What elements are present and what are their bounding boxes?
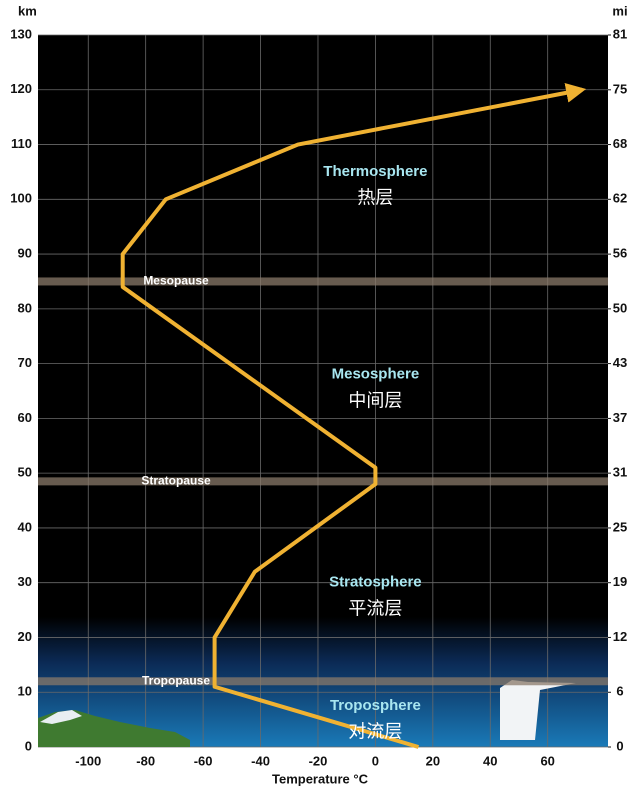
y-tick-label: 110 (11, 136, 32, 151)
y-tick-label: 130 (10, 26, 32, 41)
x-tick-label: 60 (540, 753, 554, 768)
grid (38, 34, 608, 748)
y2-tick-label: 31 (613, 465, 627, 480)
pause-label: Mesopause (143, 274, 209, 288)
x-tick-label: -40 (251, 753, 270, 768)
x-tick-label: -80 (136, 753, 155, 768)
y-tick-label: 20 (18, 629, 32, 644)
y-tick-label: 70 (18, 355, 32, 370)
y-tick-label: 0 (25, 738, 32, 753)
y-tick-label: 100 (10, 191, 32, 206)
data-layer: Tropopause Stratopause Mesopause Tropospher… (38, 82, 608, 749)
y-axis-title: km (18, 3, 37, 18)
pause-band (38, 477, 608, 486)
hills (38, 710, 190, 747)
y-tick-label: 30 (18, 574, 32, 589)
y2-tick-label: 12 (613, 629, 627, 644)
y2-tick-label: 62 (613, 191, 627, 206)
y2-tick-label: 0 (616, 738, 623, 753)
region-label-zh: 对流层 (348, 722, 402, 742)
pause-band (38, 677, 608, 686)
x-tick-label: 20 (426, 753, 440, 768)
y2-tick-label: 43 (613, 355, 627, 370)
y2-tick-label: 37 (613, 410, 627, 425)
y-tick-label: 60 (18, 410, 32, 425)
y-tick-label: 120 (10, 81, 32, 96)
region-label-zh: 平流层 (348, 598, 402, 618)
y-tick-label: 10 (18, 684, 32, 699)
region-label: Stratosphere (329, 574, 422, 591)
y2-tick-label: 68 (613, 136, 627, 151)
y2-tick-label: 19 (613, 574, 627, 589)
y-tick-label: 50 (18, 465, 32, 480)
y2-tick-label: 6 (616, 684, 623, 699)
y-tick-label: 40 (18, 519, 32, 534)
x-tick-label: 0 (372, 753, 379, 768)
pause-label: Stratopause (141, 474, 211, 488)
y2-tick-label: 50 (613, 300, 627, 315)
pause-label: Tropopause (142, 673, 210, 687)
region-label: Thermosphere (323, 163, 427, 180)
x-tick-label: -60 (194, 753, 213, 768)
x-tick-label: -100 (75, 753, 101, 768)
y2-tick-label: 56 (613, 246, 627, 261)
snow-cap (40, 710, 82, 724)
y2-tick-label: 81 (613, 26, 627, 41)
x-tick-label: -20 (309, 753, 328, 768)
region-label: Mesosphere (332, 366, 420, 383)
x-axis-title: Temperature °C (272, 771, 369, 786)
y-tick-label: 90 (18, 246, 32, 261)
region-label-zh: 中间层 (348, 390, 402, 410)
x-tick-label: 40 (483, 753, 497, 768)
y2-tick-label: 75 (613, 81, 627, 96)
temperature-line (120, 82, 587, 749)
region-label-zh: 热层 (357, 188, 393, 208)
region-label: Troposphere (330, 697, 421, 714)
cloud (500, 680, 576, 740)
y2-axis-title: mi (612, 3, 627, 18)
pause-band (38, 277, 608, 286)
y2-tick-label: 25 (613, 519, 627, 534)
y-tick-label: 80 (18, 300, 32, 315)
